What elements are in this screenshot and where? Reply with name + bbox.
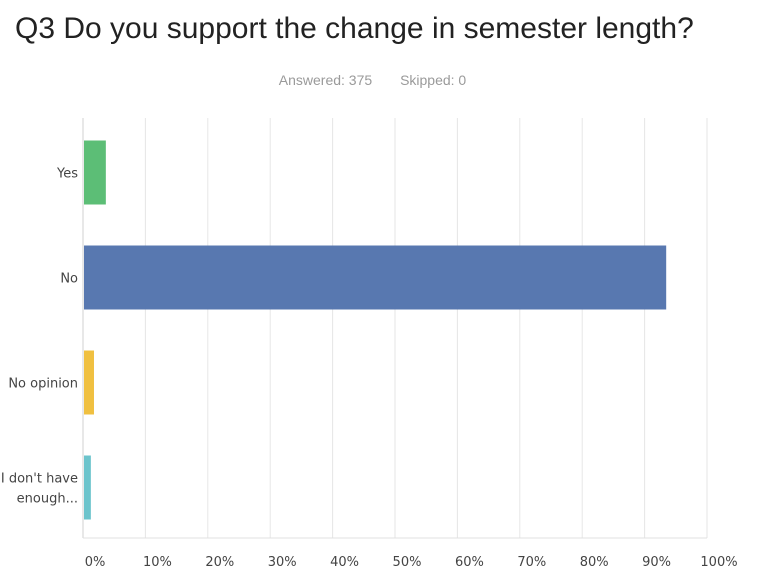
x-tick-label: 30% [268,555,297,570]
bar-1 [84,245,667,310]
x-tick-label: 80% [580,555,609,570]
x-tick-label: 90% [642,555,671,570]
response-stats: Answered: 375 Skipped: 0 [0,72,745,88]
question-title: Q3 Do you support the change in semester… [15,12,694,45]
category-label: enough... [17,492,78,507]
x-tick-label: 0% [85,555,106,570]
category-label: I don't have [1,472,78,487]
category-label: Yes [56,167,78,182]
bar-3 [84,455,91,520]
x-tick-label: 70% [517,555,546,570]
x-tick-label: 100% [700,555,737,570]
x-tick-label: 40% [330,555,359,570]
x-tick-label: 50% [393,555,422,570]
category-label: No opinion [8,377,78,392]
answered-count: Answered: 375 [278,72,373,88]
category-label: No [60,272,78,287]
bar-0 [84,140,106,205]
x-tick-label: 60% [455,555,484,570]
x-tick-label: 20% [205,555,234,570]
x-tick-label: 10% [143,555,172,570]
bar-2 [84,350,94,415]
skipped-count: Skipped: 0 [400,72,467,88]
